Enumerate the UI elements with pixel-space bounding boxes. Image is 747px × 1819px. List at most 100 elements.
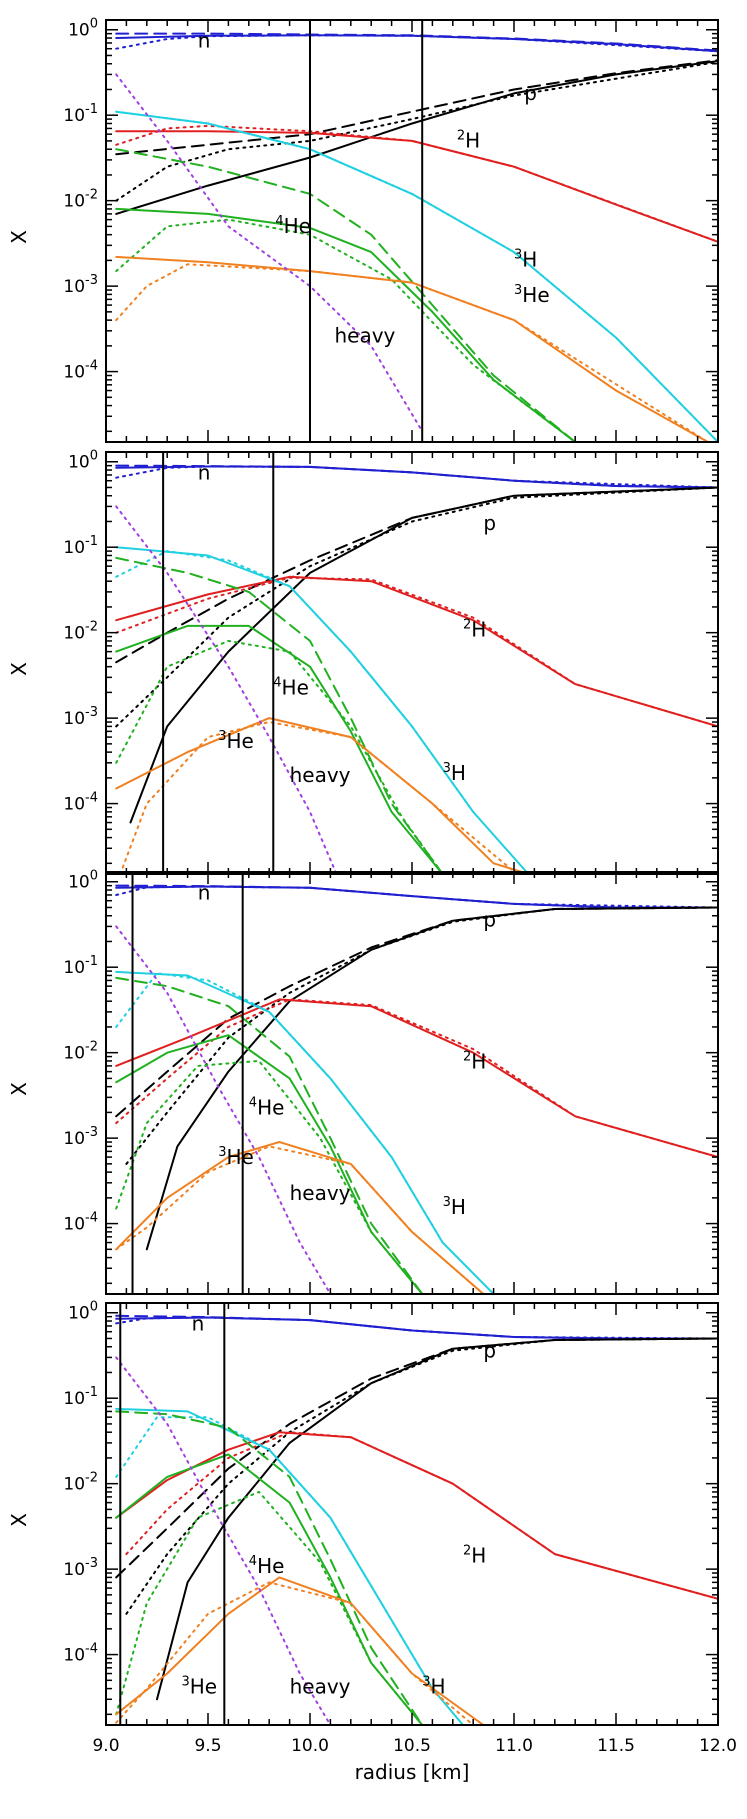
ytick-exp: -2 xyxy=(85,620,98,635)
xtick-label: 12.0 xyxy=(699,1736,737,1756)
series-p-dashed xyxy=(115,59,718,156)
ytick-base: 10 xyxy=(63,192,85,212)
ytick-exp: -1 xyxy=(85,534,98,549)
ytick-base: 10 xyxy=(63,106,85,126)
series-3H-solid xyxy=(115,546,530,874)
ytick-exp: 0 xyxy=(90,17,98,32)
ytick-base: 10 xyxy=(63,277,85,297)
series-p-solid xyxy=(115,60,718,215)
series-p-solid xyxy=(156,1337,718,1701)
ytick-base: 10 xyxy=(63,363,85,383)
ytick-exp: -1 xyxy=(85,102,98,117)
series-3H-dotted xyxy=(115,1416,434,1690)
annotation-symbol: He xyxy=(226,729,253,753)
annotation-p: p xyxy=(483,1338,496,1362)
ytick-base: 10 xyxy=(63,1475,85,1495)
ytick-label: 10-2 xyxy=(63,1471,98,1495)
annotation-sup: 3 xyxy=(514,247,522,262)
annotation-sup: 4 xyxy=(249,1095,257,1110)
ytick-base: 10 xyxy=(63,624,85,644)
xtick-label: 10.5 xyxy=(393,1736,431,1756)
ytick-label: 10-2 xyxy=(63,620,98,644)
ytick-label: 10-4 xyxy=(63,359,98,383)
annotation-4He: 4He xyxy=(249,1554,285,1578)
annotation-3H: 3H xyxy=(443,1195,466,1219)
ytick-exp: -4 xyxy=(85,1211,98,1226)
ytick-label: 10-2 xyxy=(63,188,98,212)
annotation-3H: 3H xyxy=(514,247,537,271)
series-3He-solid xyxy=(115,1141,485,1294)
annotation-symbol: H xyxy=(471,618,486,642)
series-n-dotted xyxy=(115,465,718,489)
xtick-label: 11.5 xyxy=(597,1736,635,1756)
annotation-n: n xyxy=(198,28,211,52)
ytick-label: 10-1 xyxy=(63,954,98,978)
y-axis-label: X xyxy=(7,1513,31,1527)
annotation-heavy: heavy xyxy=(334,323,395,347)
ytick-base: 10 xyxy=(63,1215,85,1235)
ytick-exp: -4 xyxy=(85,359,98,374)
series-4He-solid xyxy=(115,624,444,874)
series-3H-solid xyxy=(115,970,495,1294)
annotation-symbol: H xyxy=(471,1543,486,1567)
ytick-exp: -1 xyxy=(85,1385,98,1400)
annotation-p: p xyxy=(483,511,496,535)
series-p-dashed xyxy=(115,906,718,1118)
series-3He-dotted xyxy=(115,1581,475,1725)
series-4He-dashed xyxy=(115,976,424,1294)
series-n-dashed xyxy=(115,1314,718,1340)
annotation-sup: 2 xyxy=(457,128,465,143)
series-4He-dashed xyxy=(115,1410,424,1725)
ytick-label: 100 xyxy=(68,869,98,893)
ytick-exp: -4 xyxy=(85,1642,98,1657)
annotation-symbol: H xyxy=(451,761,466,785)
series-p-dotted xyxy=(125,1337,718,1615)
ytick-base: 10 xyxy=(63,538,85,558)
series-4He-dashed xyxy=(115,148,577,442)
annotation-3He: 3He xyxy=(218,729,254,753)
series-3He-solid xyxy=(115,717,530,874)
annotation-4He: 4He xyxy=(249,1095,285,1119)
series-3He-dotted xyxy=(115,1145,485,1294)
ytick-exp: -3 xyxy=(85,705,98,720)
ytick-base: 10 xyxy=(63,1389,85,1409)
series-p-solid xyxy=(129,486,718,824)
annotation-heavy: heavy xyxy=(290,1181,351,1205)
annotation-sup: 4 xyxy=(249,1554,257,1569)
ytick-label: 10-4 xyxy=(63,1642,98,1666)
x-axis-label: radius [km] xyxy=(355,1760,470,1784)
ytick-base: 10 xyxy=(63,1646,85,1666)
plot-frame xyxy=(105,451,719,875)
annotation-sup: 3 xyxy=(443,761,451,776)
annotation-3He: 3He xyxy=(181,1675,217,1699)
ytick-label: 100 xyxy=(68,17,98,41)
annotation-sup: 2 xyxy=(463,1543,471,1558)
series-p-dashed xyxy=(115,1337,718,1579)
ytick-exp: -2 xyxy=(85,1040,98,1055)
ytick-label: 10-3 xyxy=(63,705,98,729)
ytick-exp: -2 xyxy=(85,188,98,203)
xtick-label: 9.0 xyxy=(92,1736,119,1756)
series-2H-dotted xyxy=(125,1431,718,1600)
ytick-exp: -4 xyxy=(85,791,98,806)
series-p-solid xyxy=(145,906,718,1251)
series-3H-dotted xyxy=(115,110,718,442)
series-4He-solid xyxy=(115,1453,424,1725)
ytick-exp: 0 xyxy=(90,869,98,884)
series-2H-dotted xyxy=(115,998,718,1159)
annotation-p: p xyxy=(483,907,496,931)
series-3H-dotted xyxy=(115,972,444,1244)
annotation-sup: 3 xyxy=(514,283,522,298)
series-4He-dashed xyxy=(115,556,444,874)
ytick-exp: -3 xyxy=(85,273,98,288)
annotation-sup: 2 xyxy=(463,618,471,633)
ytick-label: 10-4 xyxy=(63,791,98,815)
ytick-label: 10-2 xyxy=(63,1040,98,1064)
series-4He-dotted xyxy=(115,1490,424,1725)
series-2H-solid xyxy=(115,1431,718,1600)
ytick-base: 10 xyxy=(63,1560,85,1580)
annotation-3He: 3He xyxy=(218,1145,254,1169)
ytick-exp: 0 xyxy=(90,449,98,464)
